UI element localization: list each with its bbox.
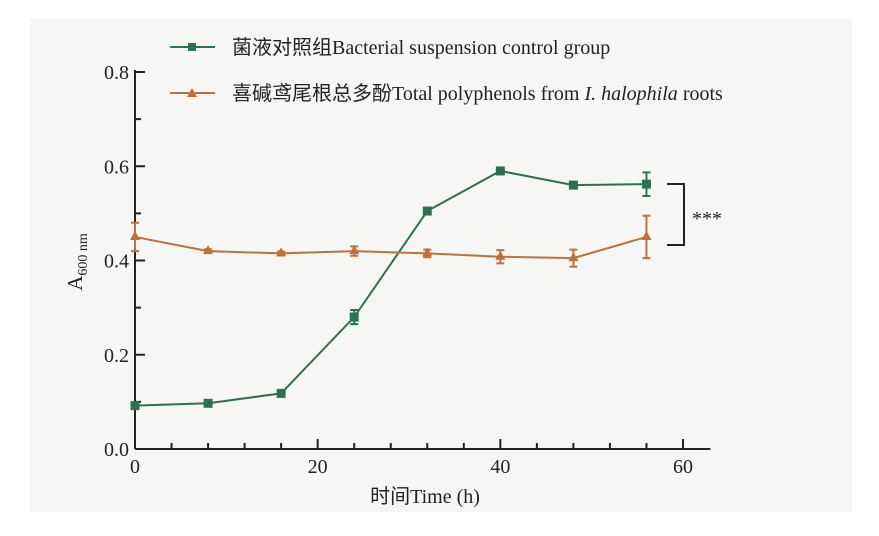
series-line [134, 169, 647, 407]
x-tick-label: 0 [130, 456, 140, 478]
x-tick-label: 40 [490, 456, 510, 478]
x-axis-label: 时间Time (h) [370, 485, 480, 508]
legend-item-control: 菌液对照组Bacterial suspension control group [170, 36, 610, 59]
data-point-square [276, 388, 286, 398]
y-tick-label: 0.2 [104, 345, 129, 367]
chart-background [30, 18, 852, 512]
data-point-square [349, 312, 359, 322]
series-polyphenols [130, 214, 652, 268]
y-axis-label: A600 nm [63, 233, 91, 291]
y-tick-label: 0.0 [104, 439, 129, 461]
y-tick-label: 0.6 [104, 156, 129, 178]
x-tick-label: 60 [673, 456, 693, 478]
legend-label-polyphenols: 喜碱鸢尾根总多酚Total polyphenols from I. haloph… [232, 82, 723, 105]
data-point-triangle [203, 245, 214, 255]
data-point-triangle [422, 247, 433, 257]
data-point-square [495, 166, 505, 176]
legend-item-polyphenols: 喜碱鸢尾根总多酚Total polyphenols from I. haloph… [170, 82, 723, 105]
legend-triangle-marker [187, 88, 197, 97]
x-tick-label: 20 [308, 456, 328, 478]
data-point-triangle [568, 252, 579, 262]
y-tick-label: 0.4 [104, 251, 129, 273]
legend-label-control: 菌液对照组Bacterial suspension control group [232, 36, 610, 59]
data-point-triangle [495, 250, 506, 260]
legend-square-marker [188, 43, 196, 51]
data-point-triangle [349, 245, 360, 255]
data-point-square [130, 401, 140, 411]
legend: 菌液对照组Bacterial suspension control group … [170, 36, 723, 105]
data-point-square [203, 398, 213, 408]
y-tick-label: 0.8 [104, 62, 129, 84]
data-point-square [568, 180, 578, 190]
series-line [134, 235, 647, 260]
significance-label: *** [692, 208, 722, 230]
svg-text:A600 nm: A600 nm [63, 233, 91, 291]
data-point-triangle [130, 230, 140, 240]
significance-bracket: *** [667, 183, 722, 246]
data-point-square [641, 179, 651, 189]
data-point-triangle [276, 247, 287, 257]
data-point-square [422, 206, 432, 216]
data-point-triangle [641, 230, 652, 240]
series-control [130, 166, 651, 411]
